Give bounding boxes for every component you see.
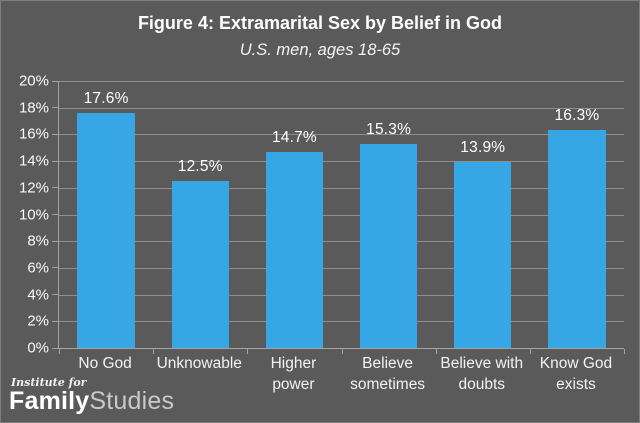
bar-data-label: 12.5% — [177, 158, 223, 176]
gridline — [59, 134, 624, 136]
gridline — [59, 321, 624, 323]
bar — [548, 130, 606, 348]
y-tick-mark — [52, 133, 59, 135]
x-tick-mark — [59, 349, 60, 354]
y-axis-tick-label: 18% — [18, 99, 49, 117]
y-axis-tick-label: 8% — [27, 232, 49, 250]
y-tick-mark — [52, 214, 59, 215]
y-tick-mark — [52, 187, 59, 189]
y-tick-mark — [52, 80, 59, 82]
ifs-logo: Institute for FamilyStudies — [9, 377, 174, 414]
chart-subtitle: U.S. men, ages 18-65 — [239, 41, 401, 59]
y-axis-tick-label: 20% — [18, 72, 49, 90]
plot-area: 17.6% 12.5% 14.7% 15.3% 13.9% 16.3% — [52, 80, 625, 354]
logo-family-studies: FamilyStudies — [9, 389, 174, 414]
x-tick-mark — [435, 349, 437, 354]
y-tick-mark — [52, 294, 59, 296]
y-axis-tick-label: 0% — [27, 339, 49, 357]
bar — [359, 143, 418, 348]
y-tick-mark — [52, 107, 59, 109]
logo-family-word: Family — [9, 387, 90, 415]
bar-series: 17.6% 12.5% 14.7% 15.3% 13.9% 16.3% — [59, 81, 624, 348]
y-axis-tick-label: 12% — [18, 179, 49, 197]
y-axis-tick-label: 14% — [18, 152, 49, 170]
y-tick-mark — [52, 320, 59, 322]
gridline — [59, 187, 624, 189]
x-tick-mark — [529, 349, 531, 354]
gridline — [59, 267, 624, 269]
bar — [77, 113, 135, 348]
x-tick-mark — [247, 349, 249, 354]
bar-cell: 17.6% — [59, 81, 153, 348]
x-axis-category-label: Believe sometimes — [350, 355, 426, 393]
y-tick-mark — [52, 267, 59, 269]
bar — [171, 181, 229, 348]
y-axis-tick-label: 6% — [27, 259, 49, 277]
x-tick-mark — [624, 349, 625, 354]
bar-cell: 16.3% — [530, 81, 624, 348]
x-tick-mark — [341, 349, 343, 354]
bar-cell: 14.7% — [247, 81, 341, 348]
bar-cell: 12.5% — [153, 81, 247, 348]
chart-title: Figure 4: Extramarital Sex by Belief in … — [137, 13, 503, 33]
bar-data-label: 14.7% — [271, 128, 317, 146]
x-axis-category-label: Believe with doubts — [440, 355, 524, 393]
x-axis-category-label: Unknowable — [156, 355, 242, 372]
y-axis-tick-label: 16% — [18, 125, 49, 143]
y-tick-mark — [52, 160, 59, 162]
y-tick-mark — [52, 240, 59, 242]
gridline — [59, 161, 624, 163]
y-tick-mark — [52, 347, 59, 349]
gridline — [59, 294, 624, 296]
gridline — [59, 81, 624, 82]
y-axis-tick-label: 10% — [18, 206, 49, 223]
gridline — [59, 241, 624, 243]
x-axis-category-label: Know God exists — [539, 355, 613, 393]
y-axis-tick-label: 2% — [27, 312, 49, 330]
x-tick-mark — [153, 349, 155, 354]
x-axis-labels: No God Unknowable Higher power Believe some… — [58, 354, 623, 396]
y-axis-tick-label: 4% — [27, 286, 49, 304]
bar — [454, 162, 512, 348]
bar-cell: 13.9% — [436, 81, 530, 348]
logo-institute-for: Institute for — [11, 376, 87, 389]
logo-studies-word: Studies — [89, 387, 175, 415]
x-axis-category-label: Higher power — [270, 355, 317, 393]
gridline — [59, 214, 624, 216]
bar-data-label: 13.9% — [460, 139, 506, 157]
bar — [265, 151, 324, 348]
x-axis-category-label: No God — [78, 355, 132, 372]
gridline — [59, 107, 624, 109]
bar-data-label: 16.3% — [554, 107, 600, 125]
bar-data-label: 17.6% — [83, 90, 129, 108]
bar-cell: 15.3% — [342, 81, 436, 348]
bar-data-label: 15.3% — [366, 120, 412, 138]
